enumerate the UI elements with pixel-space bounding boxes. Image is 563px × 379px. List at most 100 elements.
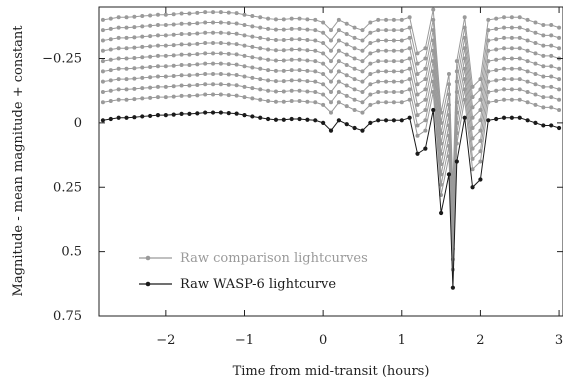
comparison-point bbox=[391, 100, 396, 105]
comparison-point bbox=[368, 41, 373, 46]
comparison-point bbox=[163, 64, 168, 69]
comparison-point bbox=[549, 95, 554, 100]
comparison-point bbox=[344, 62, 349, 67]
target-point bbox=[132, 115, 137, 120]
comparison-point bbox=[352, 66, 357, 71]
comparison-point bbox=[549, 23, 554, 28]
comparison-point bbox=[100, 17, 105, 22]
comparison-point bbox=[407, 15, 412, 20]
x-tick-label: −2 bbox=[156, 333, 175, 348]
comparison-point bbox=[187, 21, 192, 26]
comparison-point bbox=[100, 69, 105, 74]
comparison-point bbox=[407, 77, 412, 82]
comparison-point bbox=[234, 62, 239, 67]
comparison-point bbox=[179, 21, 184, 26]
comparison-point bbox=[140, 24, 145, 29]
target-point bbox=[509, 115, 514, 120]
comparison-point bbox=[329, 79, 333, 84]
comparison-point bbox=[203, 82, 208, 87]
comparison-point bbox=[450, 267, 455, 272]
comparison-point bbox=[502, 25, 507, 30]
comparison-point bbox=[289, 26, 294, 31]
comparison-point bbox=[242, 12, 247, 17]
comparison-point bbox=[242, 23, 247, 28]
comparison-point bbox=[525, 48, 530, 53]
comparison-point bbox=[234, 31, 239, 36]
comparison-point bbox=[281, 99, 286, 104]
comparison-point bbox=[352, 97, 357, 102]
comparison-point bbox=[533, 30, 538, 35]
comparison-point bbox=[502, 56, 507, 61]
comparison-point bbox=[384, 69, 389, 74]
comparison-point bbox=[376, 69, 381, 74]
comparison-point bbox=[187, 11, 192, 16]
target-point bbox=[439, 210, 444, 216]
comparison-point bbox=[431, 7, 436, 12]
comparison-point bbox=[234, 83, 239, 88]
comparison-point bbox=[439, 172, 444, 177]
comparison-point bbox=[549, 74, 554, 79]
comparison-point bbox=[509, 35, 514, 40]
comparison-point bbox=[116, 87, 121, 92]
comparison-point bbox=[368, 82, 373, 87]
comparison-point bbox=[517, 66, 522, 71]
comparison-point bbox=[187, 73, 192, 78]
comparison-point bbox=[336, 38, 341, 43]
target-point bbox=[273, 117, 279, 122]
comparison-point bbox=[218, 41, 223, 46]
y-tick-label: 0.25 bbox=[53, 180, 82, 195]
comparison-point bbox=[203, 20, 208, 25]
comparison-point bbox=[140, 65, 145, 70]
comparison-point bbox=[321, 92, 326, 97]
comparison-point bbox=[250, 44, 255, 49]
comparison-point bbox=[494, 26, 499, 31]
comparison-point bbox=[407, 97, 412, 102]
comparison-point bbox=[470, 136, 475, 141]
comparison-point bbox=[289, 98, 294, 103]
target-point bbox=[305, 117, 310, 122]
comparison-point bbox=[179, 11, 184, 16]
comparison-point bbox=[148, 23, 153, 28]
comparison-point bbox=[399, 89, 404, 94]
y-tick-label: 0 bbox=[74, 116, 82, 131]
comparison-point bbox=[368, 30, 373, 35]
target-point bbox=[163, 113, 168, 118]
comparison-point bbox=[266, 57, 271, 62]
comparison-point bbox=[415, 51, 420, 56]
comparison-point bbox=[549, 105, 554, 110]
target-point bbox=[155, 113, 161, 118]
comparison-point bbox=[171, 22, 176, 27]
comparison-point bbox=[360, 69, 365, 74]
target-point bbox=[210, 110, 216, 115]
comparison-point bbox=[140, 34, 145, 39]
comparison-point bbox=[297, 78, 302, 83]
comparison-point bbox=[533, 41, 538, 46]
comparison-point bbox=[517, 35, 522, 40]
comparison-point bbox=[203, 92, 208, 97]
comparison-point bbox=[549, 84, 554, 89]
target-point bbox=[360, 128, 365, 133]
comparison-point bbox=[336, 89, 341, 94]
comparison-point bbox=[124, 46, 129, 51]
comparison-point bbox=[384, 100, 389, 105]
series-layer bbox=[100, 7, 562, 290]
comparison-point bbox=[266, 68, 271, 73]
comparison-point bbox=[384, 89, 389, 94]
comparison-point bbox=[242, 43, 247, 48]
comparison-point bbox=[376, 38, 381, 43]
comparison-point bbox=[148, 85, 153, 90]
target-point bbox=[478, 177, 483, 182]
comparison-point bbox=[124, 87, 129, 92]
comparison-point bbox=[439, 151, 444, 156]
comparison-point bbox=[108, 16, 113, 21]
comparison-point bbox=[478, 138, 483, 143]
comparison-point bbox=[211, 71, 216, 76]
comparison-point bbox=[116, 46, 121, 51]
comparison-point bbox=[525, 38, 530, 43]
comparison-point bbox=[321, 51, 326, 56]
comparison-point bbox=[171, 53, 176, 58]
comparison-point bbox=[108, 88, 113, 93]
comparison-point bbox=[360, 28, 365, 33]
comparison-point bbox=[557, 87, 562, 92]
